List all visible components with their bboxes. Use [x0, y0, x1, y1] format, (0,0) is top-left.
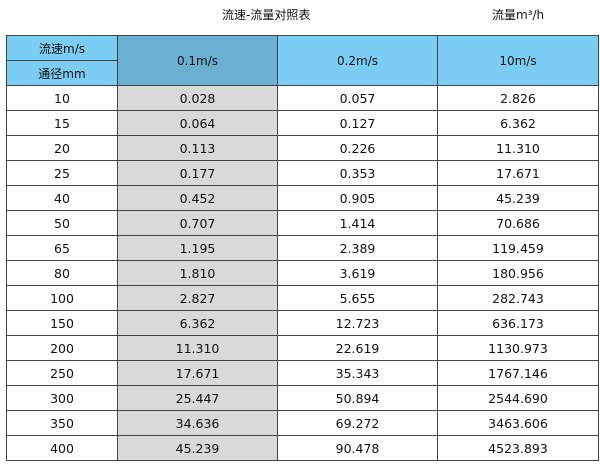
table-row: 150 6.362 12.723 636.173: [6, 310, 599, 336]
flow-cell: 0.905: [277, 185, 438, 211]
diameter-cell: 10: [6, 85, 118, 111]
diameter-cell: 200: [6, 335, 118, 361]
diameter-cell: 150: [6, 310, 118, 336]
flow-cell: 70.686: [437, 210, 599, 236]
flow-cell: 69.272: [277, 410, 438, 436]
flow-cell: 6.362: [117, 310, 278, 336]
flow-cell: 2.826: [437, 85, 599, 111]
flow-cell: 11.310: [117, 335, 278, 361]
flow-cell: 1.195: [117, 235, 278, 261]
flow-cell: 3.619: [277, 260, 438, 286]
flow-cell: 2.827: [117, 285, 278, 311]
flow-cell: 0.127: [277, 110, 438, 136]
diameter-header: 通径mm: [6, 60, 118, 86]
flow-cell: 90.478: [277, 435, 438, 461]
flow-cell: 1.414: [277, 210, 438, 236]
velocity-header: 流速m/s: [6, 35, 118, 61]
flow-cell: 0.113: [117, 135, 278, 161]
table-row: 300 25.447 50.894 2544.690: [6, 385, 599, 411]
flow-cell: 4523.893: [437, 435, 599, 461]
table-row: 65 1.195 2.389 119.459: [6, 235, 599, 261]
column-header: 0.2m/s: [277, 35, 438, 86]
flow-cell: 1.810: [117, 260, 278, 286]
flow-cell: 2544.690: [437, 385, 599, 411]
table-row: 100 2.827 5.655 282.743: [6, 285, 599, 311]
flow-cell: 50.894: [277, 385, 438, 411]
flow-cell: 0.452: [117, 185, 278, 211]
flow-cell: 0.226: [277, 135, 438, 161]
flow-cell: 34.636: [117, 410, 278, 436]
flow-cell: 11.310: [437, 135, 599, 161]
diameter-cell: 15: [6, 110, 118, 136]
flow-cell: 0.707: [117, 210, 278, 236]
diameter-cell: 20: [6, 135, 118, 161]
flow-cell: 282.743: [437, 285, 599, 311]
flow-cell: 12.723: [277, 310, 438, 336]
diameter-cell: 350: [6, 410, 118, 436]
table-row: 25 0.177 0.353 17.671: [6, 160, 599, 186]
flow-cell: 180.956: [437, 260, 599, 286]
column-header: 0.1m/s: [117, 35, 278, 86]
flow-cell: 0.064: [117, 110, 278, 136]
flow-cell: 1130.973: [437, 335, 599, 361]
table-row: 10 0.028 0.057 2.826: [6, 85, 599, 111]
table-row: 250 17.671 35.343 1767.146: [6, 360, 599, 386]
flow-cell: 2.389: [277, 235, 438, 261]
diameter-cell: 50: [6, 210, 118, 236]
table-row: 50 0.707 1.414 70.686: [6, 210, 599, 236]
column-header: 10m/s: [437, 35, 599, 86]
diameter-cell: 400: [6, 435, 118, 461]
flow-cell: 0.057: [277, 85, 438, 111]
diameter-cell: 300: [6, 385, 118, 411]
diameter-cell: 100: [6, 285, 118, 311]
flow-cell: 636.173: [437, 310, 599, 336]
diameter-cell: 40: [6, 185, 118, 211]
diameter-cell: 80: [6, 260, 118, 286]
table-title: 流速-流量对照表: [222, 8, 311, 22]
flow-cell: 119.459: [437, 235, 599, 261]
diameter-cell: 65: [6, 235, 118, 261]
flow-cell: 45.239: [437, 185, 599, 211]
table-row: 15 0.064 0.127 6.362: [6, 110, 599, 136]
table-row: 20 0.113 0.226 11.310: [6, 135, 599, 161]
flow-cell: 0.028: [117, 85, 278, 111]
flow-cell: 17.671: [437, 160, 599, 186]
flow-cell: 5.655: [277, 285, 438, 311]
flow-cell: 0.177: [117, 160, 278, 186]
flow-cell: 1767.146: [437, 360, 599, 386]
flow-cell: 17.671: [117, 360, 278, 386]
flow-cell: 35.343: [277, 360, 438, 386]
table-row: 400 45.239 90.478 4523.893: [6, 435, 599, 461]
table-row: 350 34.636 69.272 3463.606: [6, 410, 599, 436]
table-row: 200 11.310 22.619 1130.973: [6, 335, 599, 361]
flow-cell: 3463.606: [437, 410, 599, 436]
flow-cell: 6.362: [437, 110, 599, 136]
flow-cell: 22.619: [277, 335, 438, 361]
flow-table: 流速m/s 0.1m/s 0.2m/s 10m/s 通径mm 10 0.028 0.…: [6, 35, 599, 461]
diameter-cell: 25: [6, 160, 118, 186]
flow-cell: 25.447: [117, 385, 278, 411]
flow-cell: 0.353: [277, 160, 438, 186]
flow-cell: 45.239: [117, 435, 278, 461]
diameter-cell: 250: [6, 360, 118, 386]
table-row: 40 0.452 0.905 45.239: [6, 185, 599, 211]
unit-label: 流量m³/h: [492, 8, 545, 22]
table-row: 80 1.810 3.619 180.956: [6, 260, 599, 286]
